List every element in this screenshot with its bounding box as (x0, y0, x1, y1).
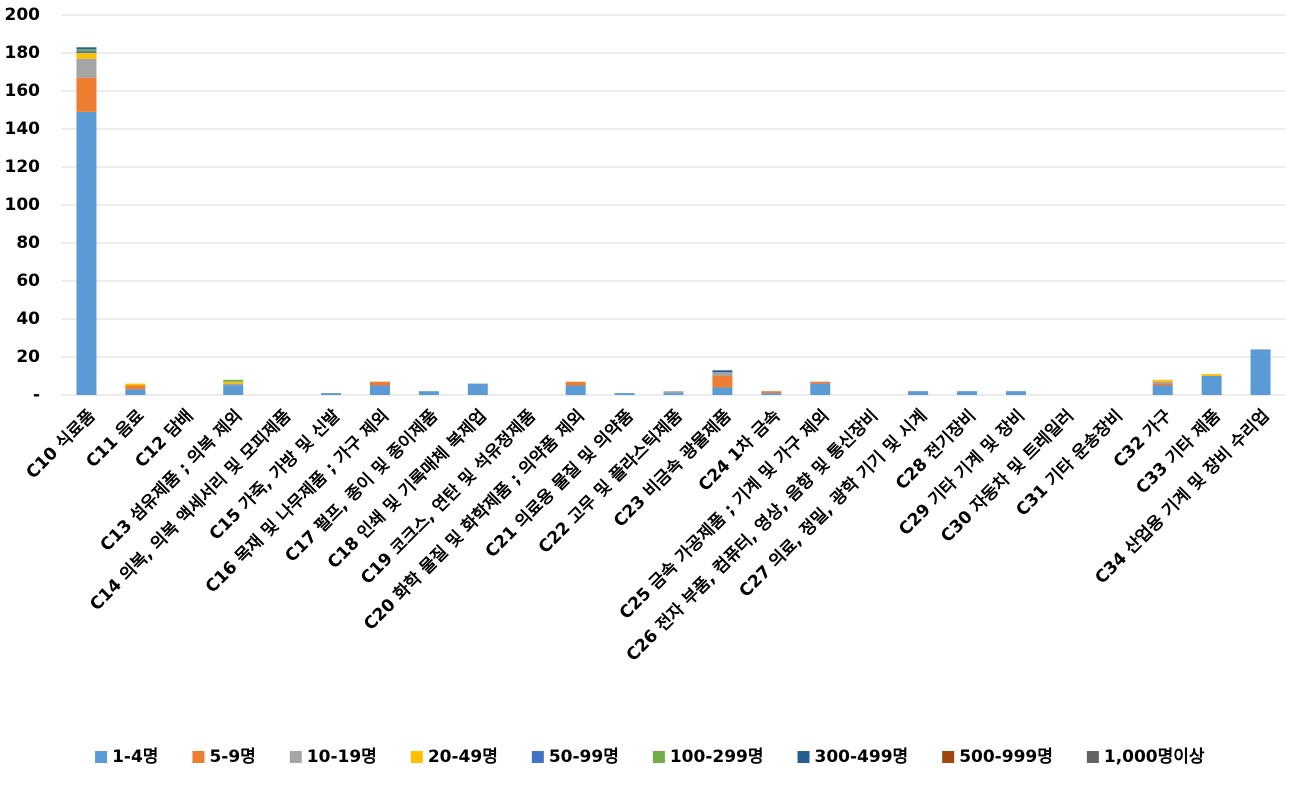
legend-swatch (95, 751, 108, 763)
bar-segment (1201, 376, 1222, 395)
legend-label: 300-499명 (815, 747, 909, 767)
x-tick-label: C33 기타 제품 (1132, 406, 1225, 499)
legend-swatch (797, 751, 810, 763)
bar-segment (712, 370, 733, 373)
bar-segment (1152, 379, 1173, 382)
legend-label: 500-999명 (959, 747, 1053, 767)
bar-segment (76, 77, 97, 112)
legend-swatch (942, 751, 955, 763)
bar-segment (1005, 391, 1026, 395)
legend-label: 10-19명 (307, 747, 377, 767)
bar-segment (76, 58, 97, 78)
y-tick-label: - (33, 385, 40, 405)
legend-label: 5-9명 (209, 747, 255, 767)
y-tick-label: 20 (16, 347, 40, 367)
bar-segment (125, 389, 146, 395)
bar-segment (565, 381, 586, 386)
legend-swatch (531, 751, 544, 763)
x-tick-label: C10 식료품 (22, 406, 99, 483)
bar-segment (810, 383, 831, 395)
bar-segment (76, 47, 97, 50)
bar-segment (76, 111, 97, 396)
y-tick-label: 160 (5, 81, 41, 101)
bar-segment (223, 383, 244, 386)
bar-segment (369, 385, 390, 395)
bar-segment (663, 393, 684, 395)
bar-segment (223, 381, 244, 384)
bar-segment (761, 391, 782, 394)
y-tick-label: 100 (5, 195, 41, 215)
legend-swatch (410, 751, 423, 763)
y-tick-label: 60 (16, 271, 40, 291)
bar-segment (467, 383, 488, 395)
bar-segment (1201, 374, 1222, 376)
bar-segment (810, 381, 831, 384)
bar-segment (712, 372, 733, 376)
y-tick-label: 140 (5, 119, 41, 139)
bar-segment (223, 379, 244, 382)
legend-swatch (1086, 751, 1099, 763)
legend-label: 1,000명이상 (1104, 747, 1205, 767)
bar-segment (1152, 385, 1173, 395)
bar-segment (1250, 349, 1271, 395)
y-tick-label: 180 (5, 43, 41, 63)
bar-segment (565, 385, 586, 395)
legend-label: 100-299명 (670, 747, 764, 767)
bar-segment (418, 391, 439, 395)
legend-swatch (652, 751, 665, 763)
bar-segment (712, 387, 733, 395)
y-tick-label: 80 (16, 233, 40, 253)
legend-label: 50-99명 (549, 747, 619, 767)
bar-segment (369, 381, 390, 386)
legend-label: 20-49명 (428, 747, 498, 767)
bar-segment (321, 393, 342, 395)
y-tick-label: 120 (5, 157, 41, 177)
bar-segment (614, 393, 635, 395)
bar-segment (1152, 383, 1173, 386)
bar-segment (663, 391, 684, 394)
bar-segment (76, 51, 97, 53)
bar-segment (908, 391, 929, 395)
bar-segment (1152, 381, 1173, 384)
bar-segment (76, 49, 97, 52)
bar-segment (957, 391, 978, 395)
legend-label: 1-4명 (112, 747, 158, 767)
bar-segment (76, 53, 97, 59)
legend-swatch (192, 751, 205, 763)
legend: 1-4명 5-9명 10-19명 20-49명 50-99명 100-299명 300-49… (95, 747, 1205, 767)
y-tick-label: 200 (5, 5, 41, 25)
bar-segment (125, 385, 146, 390)
y-tick-label: 40 (16, 309, 40, 329)
bar-segment (223, 385, 244, 395)
bar-segment (712, 376, 733, 388)
bar-segment (125, 383, 146, 386)
bar-segment (761, 393, 782, 395)
legend-swatch (289, 751, 302, 763)
